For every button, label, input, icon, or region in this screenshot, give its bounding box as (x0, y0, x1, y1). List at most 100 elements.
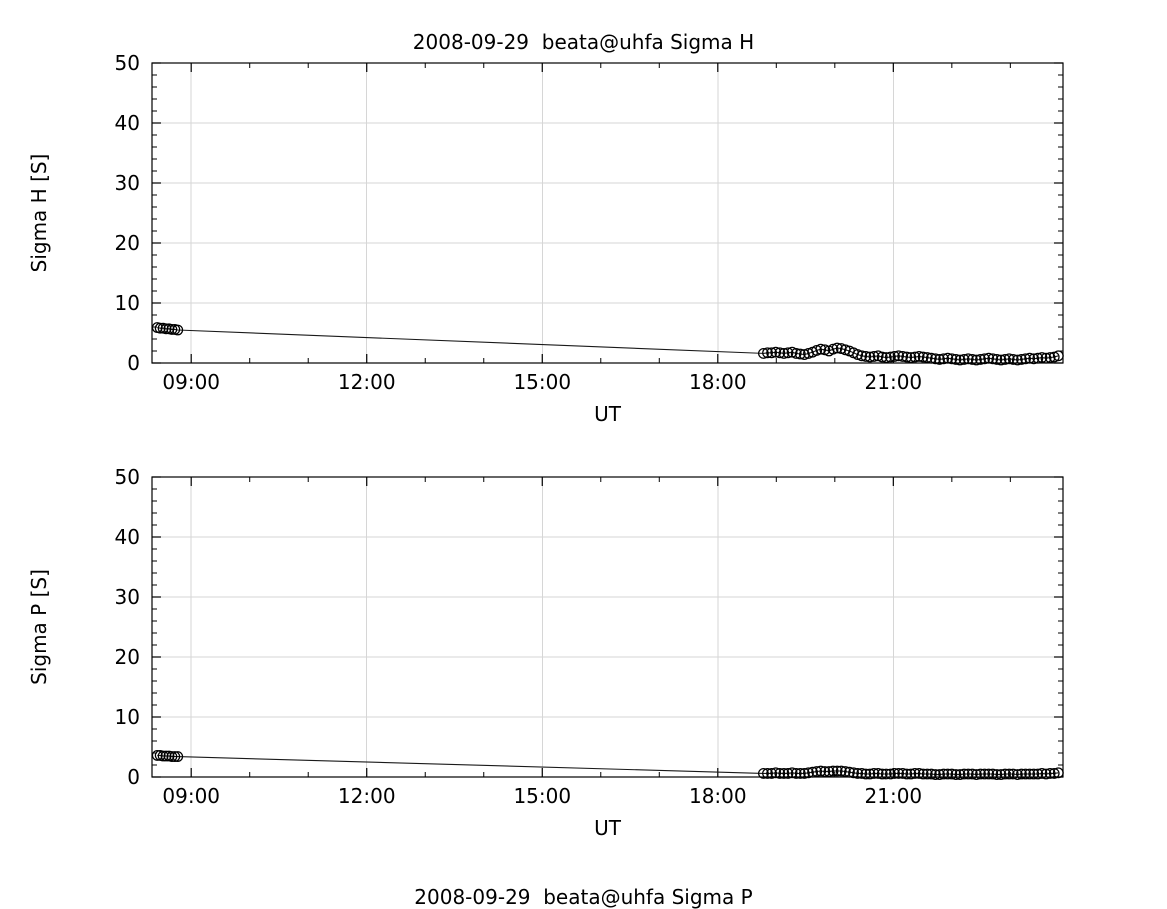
data-point-marker (1003, 768, 1015, 780)
data-point-marker (938, 768, 950, 780)
data-point-marker (1007, 353, 1019, 365)
data-point-marker (876, 351, 888, 363)
data-point-marker (884, 351, 896, 363)
data-point-marker (835, 343, 847, 355)
data-point-marker (979, 768, 991, 780)
x-tick-label: 21:00 (865, 784, 923, 808)
data-point-marker (991, 769, 1003, 781)
x-tick-label: 12:00 (338, 784, 396, 808)
data-point-marker (856, 767, 868, 779)
y-tick-label: 40 (115, 111, 140, 135)
data-point-marker (958, 768, 970, 780)
data-point-marker (852, 767, 864, 779)
y-tick-label: 30 (115, 585, 140, 609)
data-point-marker (762, 347, 773, 359)
data-point-marker (913, 767, 925, 779)
data-point-marker (864, 351, 876, 363)
data-point-marker (831, 342, 843, 354)
data-series-line (157, 327, 1059, 361)
axis-box (151, 476, 1064, 778)
data-point-marker (766, 767, 778, 779)
data-point-marker (1048, 767, 1060, 779)
data-point-marker (774, 767, 786, 779)
data-point-marker (880, 768, 892, 780)
data-point-marker (827, 765, 839, 777)
data-point-marker (917, 768, 929, 780)
data-point-marker (954, 354, 966, 366)
data-point-marker (157, 750, 169, 762)
data-point-marker (1011, 354, 1023, 366)
x-tick-label: 15:00 (513, 784, 571, 808)
data-point-marker (987, 768, 999, 780)
data-point-marker (860, 350, 872, 362)
data-point-marker (766, 347, 778, 359)
data-point-marker (958, 353, 970, 365)
data-point-marker (790, 347, 802, 359)
data-point-marker (856, 350, 868, 362)
data-point-marker (950, 353, 962, 365)
data-point-marker (868, 767, 880, 779)
x-tick-label: 15:00 (513, 370, 571, 394)
data-point-marker (782, 347, 794, 359)
data-point-marker (1011, 769, 1023, 781)
data-point-marker (1044, 767, 1056, 779)
plot-panel-sigma-h: 2008-09-29 beata@uhfa Sigma H 09:00 12:00… (0, 0, 1167, 437)
data-point-marker (160, 750, 172, 762)
data-point-marker (925, 768, 937, 780)
data-point-marker (860, 768, 872, 780)
data-point-marker (1020, 768, 1031, 780)
data-point-marker (815, 765, 827, 777)
data-point-marker (172, 324, 184, 336)
y-axis-label: Sigma P [S] (27, 569, 51, 685)
data-point-marker (999, 353, 1011, 365)
data-point-marker (762, 767, 773, 779)
data-point-marker (868, 350, 880, 362)
data-point-marker (942, 768, 954, 780)
data-point-marker (798, 349, 810, 361)
y-tick-label: 40 (115, 525, 140, 549)
data-point-marker (876, 768, 888, 780)
y-tick-label: 10 (115, 291, 140, 315)
data-series-line (157, 754, 1059, 776)
y-tick-label: 0 (127, 351, 140, 375)
data-point-marker (893, 767, 905, 779)
data-point-marker (1032, 768, 1044, 780)
data-point-marker (1016, 768, 1027, 780)
data-point-marker (852, 349, 864, 361)
y-tick-label: 20 (115, 645, 140, 669)
plot-panel-sigma-p: 2008-09-29 beata@uhfa Sigma P 09:00 12:00… (0, 437, 1167, 909)
data-point-marker (934, 769, 945, 781)
data-point-marker (970, 354, 982, 366)
data-point-marker (913, 350, 925, 362)
y-tick-label: 0 (127, 765, 140, 789)
data-point-marker (819, 344, 831, 356)
data-point-marker (909, 767, 921, 779)
data-point-marker (169, 751, 181, 763)
data-point-marker (831, 765, 843, 777)
data-point-marker (1036, 767, 1048, 779)
plot-area-sigma-h: 09:00 12:00 15:00 18:00 21:00 0 10 20 30 40 50 UT Si… (27, 51, 1064, 426)
data-point-marker (995, 354, 1007, 366)
data-point-marker (901, 768, 913, 780)
data-point-marker (811, 344, 823, 356)
data-point-marker (934, 353, 945, 365)
data-point-marker (790, 767, 802, 779)
x-tick-label: 21:00 (865, 370, 923, 394)
data-point-marker (909, 351, 921, 363)
data-point-marker (905, 768, 917, 780)
plot-area-sigma-p: 09:00 12:00 15:00 18:00 21:00 0 10 20 30 40 50 UT Si… (27, 465, 1064, 840)
data-point-marker (872, 350, 884, 362)
data-point-marker (954, 769, 966, 781)
data-point-marker (778, 347, 790, 359)
data-point-marker (1016, 353, 1027, 365)
data-point-marker (1040, 768, 1052, 780)
x-tick-label: 12:00 (338, 370, 396, 394)
plot-title-sigma-h: 2008-09-29 beata@uhfa Sigma H (412, 30, 755, 54)
y-tick-label: 50 (115, 51, 140, 75)
data-point-marker (864, 768, 876, 780)
data-point-marker (995, 769, 1007, 781)
y-tick-label: 20 (115, 231, 140, 255)
y-tick-label: 30 (115, 171, 140, 195)
data-point-marker (1024, 768, 1036, 780)
data-point-marker (160, 323, 172, 335)
